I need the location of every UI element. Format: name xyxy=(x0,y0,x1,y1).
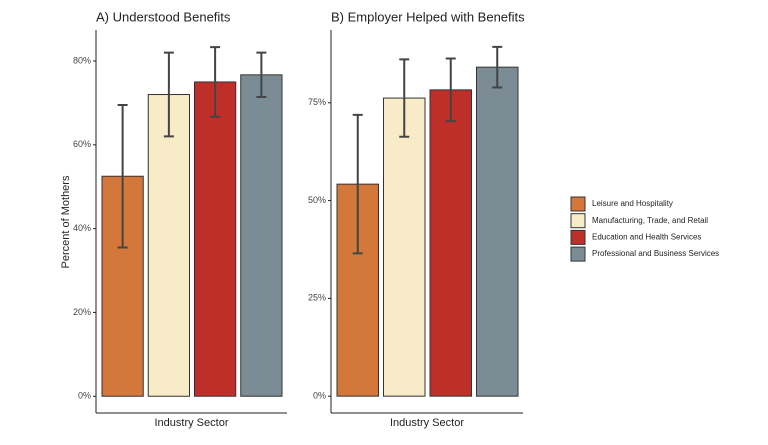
legend-swatch xyxy=(570,196,586,212)
bar xyxy=(383,97,426,397)
y-tick-label: 50% xyxy=(308,195,326,205)
error-bar xyxy=(445,57,456,123)
y-tick-label: 40% xyxy=(73,223,91,233)
y-tick-label: 25% xyxy=(308,293,326,303)
error-bar xyxy=(163,51,174,138)
error-bar xyxy=(256,51,267,99)
panel-title: B) Employer Helped with Benefits xyxy=(331,9,525,24)
y-tick-label: 0% xyxy=(313,391,326,401)
legend-swatch xyxy=(570,246,586,262)
legend-swatch xyxy=(570,213,586,229)
bar xyxy=(476,66,519,397)
legend-swatch xyxy=(570,229,586,245)
legend-label: Leisure and Hospitality xyxy=(592,199,673,208)
y-tick-label: 0% xyxy=(78,391,91,401)
error-bar xyxy=(352,113,363,255)
y-tick-label: 60% xyxy=(73,139,91,149)
panel-title: A) Understood Benefits xyxy=(96,9,231,24)
bar xyxy=(429,89,472,397)
y-tick-label: 20% xyxy=(73,307,91,317)
error-bar xyxy=(492,45,503,89)
y-axis-title: Percent of Mothers xyxy=(60,175,72,268)
error-bar xyxy=(210,46,221,118)
error-bar xyxy=(399,58,410,138)
bar xyxy=(240,74,283,397)
y-tick-label: 75% xyxy=(308,97,326,107)
legend-label: Manufacturing, Trade, and Retail xyxy=(592,216,708,225)
legend-label: Professional and Business Services xyxy=(592,249,719,258)
error-bar xyxy=(117,104,128,249)
y-tick-label: 80% xyxy=(73,55,91,65)
legend-label: Education and Health Services xyxy=(592,233,701,242)
x-axis-title: Industry Sector xyxy=(155,417,229,429)
bar xyxy=(147,94,190,397)
bar xyxy=(194,81,237,397)
x-axis-title: Industry Sector xyxy=(390,417,464,429)
